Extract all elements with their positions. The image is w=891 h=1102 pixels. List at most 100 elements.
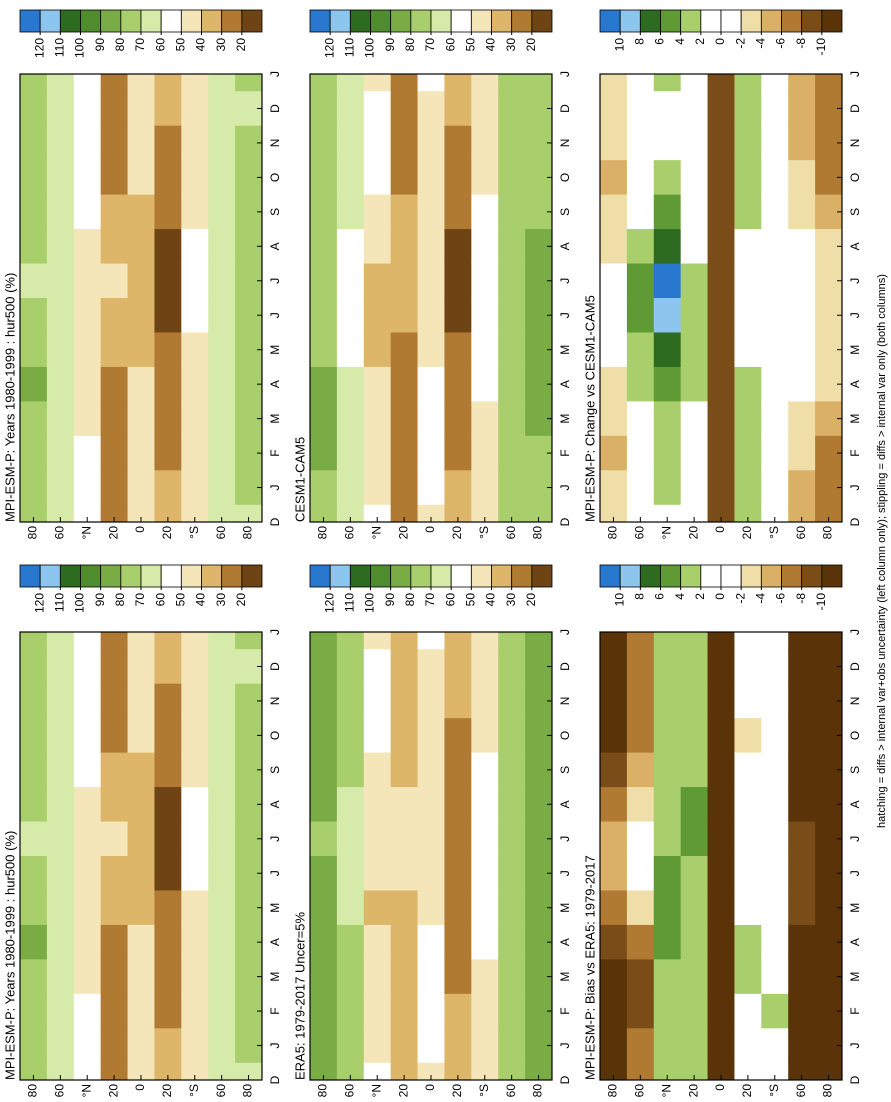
x-tick-label: S [848, 766, 862, 774]
colorbar-box [599, 564, 621, 588]
cell [46, 632, 75, 650]
cell [707, 400, 736, 436]
cell [127, 1027, 156, 1063]
x-tick-label: O [558, 173, 572, 182]
cell [680, 855, 709, 891]
x-tick-label: M [558, 972, 572, 982]
cell [46, 435, 75, 471]
cell [707, 90, 736, 126]
colorbar-box [740, 564, 762, 588]
colorbar-box [221, 564, 243, 588]
cell [471, 400, 499, 436]
cell [20, 855, 48, 891]
cell [100, 855, 129, 891]
cell [471, 752, 499, 788]
cell [815, 435, 842, 471]
cell [20, 194, 48, 230]
cell [73, 855, 102, 891]
colorbar-box [619, 9, 641, 33]
cell [127, 469, 156, 505]
cell [310, 159, 338, 195]
cell [46, 297, 75, 333]
cell [127, 297, 156, 333]
cell [417, 262, 446, 298]
cell [390, 683, 419, 719]
cell [444, 648, 472, 684]
cell [390, 262, 419, 298]
cell [390, 90, 419, 126]
cell [471, 194, 499, 230]
cell [336, 194, 365, 230]
colorbar-label: 80 [403, 593, 417, 607]
cell [788, 74, 816, 92]
y-tick-label: 80 [241, 526, 255, 540]
cell [444, 786, 472, 822]
colorbar-label: 120 [32, 593, 46, 613]
colorbar-label: 60 [443, 38, 457, 52]
cell [46, 1027, 75, 1063]
cell [127, 331, 156, 367]
cell [100, 469, 129, 505]
cell [127, 125, 156, 161]
cell [498, 924, 526, 960]
x-tick-label: A [558, 380, 572, 388]
cell [444, 993, 472, 1029]
x-tick-label: O [268, 731, 282, 740]
cell [626, 924, 655, 960]
cell [734, 262, 762, 298]
cell [46, 958, 75, 994]
cell [336, 958, 365, 994]
cell [154, 889, 182, 925]
cell [761, 366, 789, 402]
colorbar-label: 110 [343, 38, 357, 57]
cell [208, 855, 236, 891]
cell [471, 159, 499, 195]
cell [471, 717, 499, 753]
cell [100, 125, 129, 161]
cell [761, 993, 789, 1029]
colorbar-label: 70 [423, 38, 437, 52]
cell [525, 820, 552, 856]
x-tick-label: D [268, 517, 282, 526]
colorbar-label: 120 [32, 38, 46, 58]
cell [390, 366, 419, 402]
cell [127, 74, 156, 92]
cell [680, 228, 709, 264]
cell [815, 469, 842, 505]
colorbar-box [720, 564, 742, 588]
cell [46, 820, 75, 856]
cell [154, 683, 182, 719]
cell [444, 74, 472, 92]
cell [471, 958, 499, 994]
cell [235, 331, 262, 367]
cell [208, 469, 236, 505]
colorbar-box [450, 564, 472, 588]
cell [100, 297, 129, 333]
cell [788, 435, 816, 471]
y-tick-label: 60 [343, 526, 357, 540]
y-tick-label: °N [369, 1084, 383, 1097]
cell [471, 74, 499, 92]
y-tick-label: 0 [713, 526, 727, 533]
colorbar-box [120, 564, 142, 588]
cell [100, 331, 129, 367]
cell [815, 683, 842, 719]
y-tick-label: °S [767, 1084, 781, 1097]
cell [390, 228, 419, 264]
colorbar-box [221, 9, 243, 33]
cell [680, 786, 709, 822]
colorbar-label: 40 [484, 593, 498, 607]
field [20, 74, 262, 522]
cell [761, 435, 789, 471]
cell [73, 331, 102, 367]
cell [498, 855, 526, 891]
cell [127, 435, 156, 471]
cell [680, 632, 709, 650]
cell [208, 889, 236, 925]
cell [680, 683, 709, 719]
cell [336, 366, 365, 402]
cell [208, 125, 236, 161]
cell [525, 786, 552, 822]
cell [363, 958, 392, 994]
colorbar-box [390, 9, 412, 33]
